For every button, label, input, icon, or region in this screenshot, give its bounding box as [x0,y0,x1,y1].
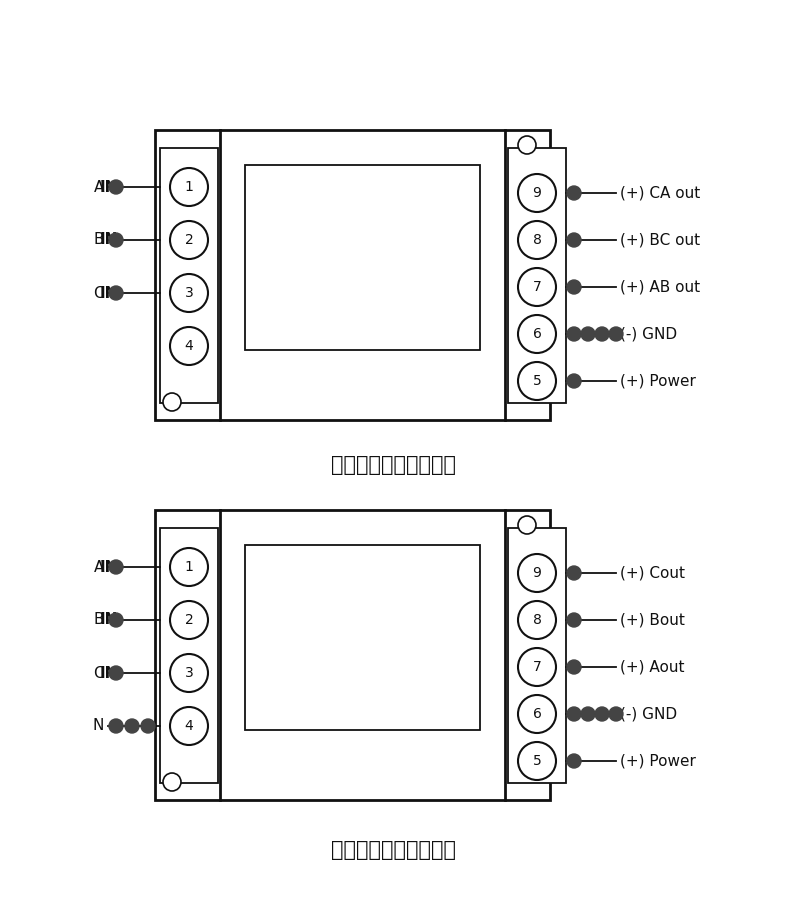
Text: 6: 6 [533,707,541,721]
Circle shape [109,180,123,194]
Circle shape [595,327,609,341]
Text: (+) Bout: (+) Bout [620,612,685,628]
Circle shape [109,560,123,574]
Circle shape [170,327,208,365]
Circle shape [567,754,581,768]
Bar [155,510,550,800]
Circle shape [518,695,556,733]
Text: IN: IN [99,179,118,195]
Circle shape [609,327,623,341]
Circle shape [163,393,181,411]
Circle shape [518,648,556,686]
Text: 1: 1 [185,560,193,574]
Circle shape [518,268,556,306]
Circle shape [170,168,208,206]
Text: IN: IN [99,559,118,575]
Text: 7: 7 [533,280,541,294]
Circle shape [109,719,123,733]
Text: （一）三相三线制输入: （一）三相三线制输入 [331,455,457,475]
Bar [508,528,566,783]
Text: 8: 8 [533,613,541,627]
Circle shape [109,233,123,247]
Circle shape [518,136,536,154]
Text: (+) BC out: (+) BC out [620,232,700,247]
Circle shape [595,707,609,721]
Text: 3: 3 [185,666,193,680]
Circle shape [567,566,581,580]
Circle shape [109,666,123,680]
Circle shape [109,613,123,627]
Text: 8: 8 [533,233,541,247]
Text: 3: 3 [185,286,193,300]
Text: (-) GND: (-) GND [620,327,677,341]
Text: 9: 9 [533,186,541,200]
Text: 5: 5 [533,754,541,768]
Text: (+) Power: (+) Power [620,753,696,769]
Circle shape [170,221,208,259]
Text: (+) AB out: (+) AB out [620,279,700,295]
Text: C: C [93,665,104,681]
Circle shape [518,315,556,353]
Circle shape [518,362,556,400]
Circle shape [567,707,581,721]
Circle shape [170,601,208,639]
Text: IN: IN [99,665,118,681]
Text: (+) CA out: (+) CA out [620,186,701,200]
Circle shape [567,280,581,294]
Circle shape [141,719,155,733]
Circle shape [170,654,208,692]
Text: C: C [93,285,104,300]
Text: B: B [94,612,104,628]
Text: (+) Aout: (+) Aout [620,660,685,674]
Circle shape [567,327,581,341]
Circle shape [518,174,556,212]
Text: 9: 9 [533,566,541,580]
Bar [245,545,480,730]
Circle shape [170,548,208,586]
Text: IN: IN [99,612,118,628]
Text: N: N [92,718,104,734]
Text: 2: 2 [185,233,193,247]
Text: （二）三相四线制输入: （二）三相四线制输入 [331,840,457,860]
Circle shape [567,613,581,627]
Circle shape [567,186,581,200]
Text: 5: 5 [533,374,541,388]
Circle shape [170,274,208,312]
Text: 2: 2 [185,613,193,627]
Circle shape [567,660,581,674]
Text: A: A [94,559,104,575]
Circle shape [170,707,208,745]
Circle shape [163,773,181,791]
Circle shape [518,221,556,259]
Circle shape [518,554,556,592]
Circle shape [518,516,536,534]
Text: 6: 6 [533,327,541,341]
Circle shape [567,233,581,247]
Text: (-) GND: (-) GND [620,706,677,722]
Circle shape [518,601,556,639]
Text: 7: 7 [533,660,541,674]
Bar [155,130,550,420]
Bar [245,165,480,350]
Text: IN: IN [99,232,118,247]
Circle shape [125,719,139,733]
Text: (+) Cout: (+) Cout [620,565,685,580]
Bar [160,528,218,783]
Circle shape [518,742,556,780]
Circle shape [567,374,581,388]
Text: A: A [94,179,104,195]
Text: B: B [94,232,104,247]
Circle shape [581,707,595,721]
Text: 1: 1 [185,180,193,194]
Bar [160,148,218,403]
Circle shape [609,707,623,721]
Bar [508,148,566,403]
Text: 4: 4 [185,719,193,733]
Text: (+) Power: (+) Power [620,373,696,389]
Circle shape [581,327,595,341]
Text: 4: 4 [185,339,193,353]
Text: IN: IN [99,285,118,300]
Circle shape [109,286,123,300]
